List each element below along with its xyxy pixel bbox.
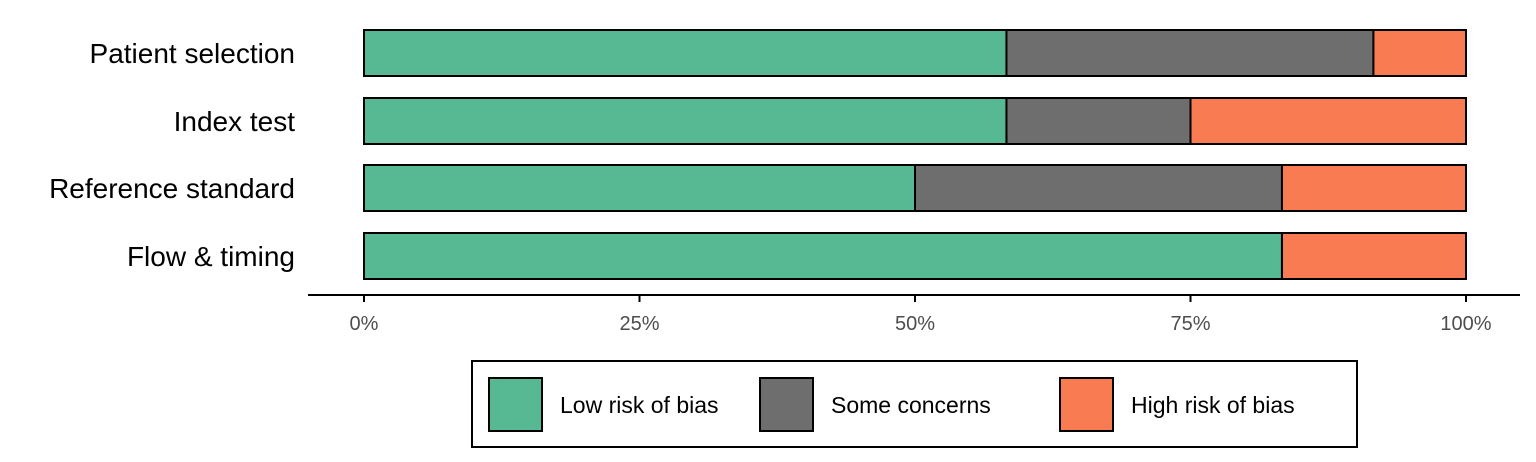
category-label: Flow & timing — [127, 241, 295, 272]
bars-layer — [363, 29, 1468, 280]
bar-segment-2-2 — [1280, 164, 1467, 212]
x-axis-ticks: 0% 25% 50% 75% 100% — [350, 295, 1492, 335]
legend-key — [759, 377, 814, 432]
bar-segment-1-0 — [363, 97, 1008, 145]
bar-segment-2-1 — [914, 164, 1283, 212]
category-label: Reference standard — [49, 173, 295, 204]
category-labels: Patient selection Index test Reference sta… — [49, 38, 295, 272]
x-tick-label: 0% — [350, 313, 379, 335]
category-label: Index test — [174, 106, 296, 137]
bar-segment-0-0 — [363, 29, 1008, 77]
bar-segment-2-0 — [363, 164, 916, 212]
bar-segment-0-1 — [1005, 29, 1375, 77]
legend-label: Some concerns — [831, 392, 991, 418]
bar-segment-3-0 — [363, 232, 1283, 280]
category-label: Patient selection — [90, 38, 295, 69]
bar-segment-0-2 — [1372, 29, 1468, 77]
bar-segment-1-2 — [1189, 97, 1467, 145]
legend: Low risk of bias Some concerns High risk o… — [471, 360, 1358, 448]
legend-label: High risk of bias — [1131, 392, 1295, 418]
legend-key — [488, 377, 543, 432]
x-tick-label: 75% — [1170, 313, 1210, 335]
bar-segment-3-2 — [1280, 232, 1467, 280]
legend-label: Low risk of bias — [560, 392, 719, 418]
x-tick-label: 100% — [1440, 313, 1491, 335]
legend-key — [1059, 377, 1114, 432]
legend-box — [471, 360, 1358, 448]
x-tick-label: 25% — [619, 313, 659, 335]
bar-segment-1-1 — [1005, 97, 1192, 145]
x-tick-label: 50% — [895, 313, 935, 335]
